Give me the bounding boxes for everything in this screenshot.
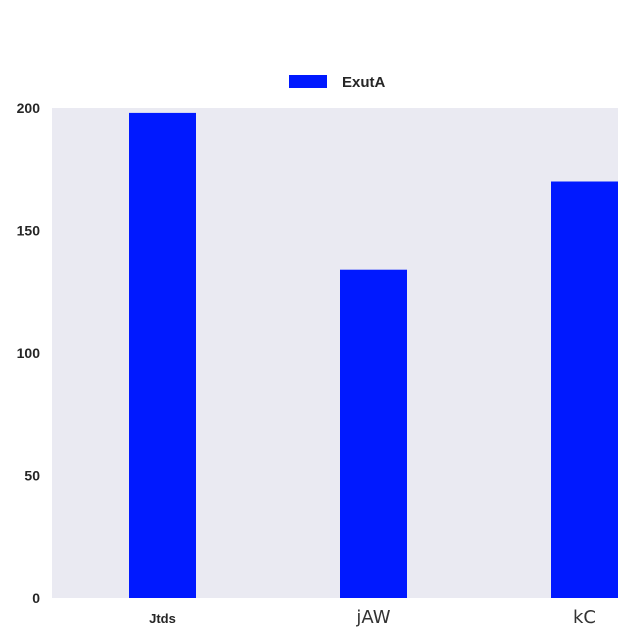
y-tick-label: 50 [24,468,40,484]
y-tick-label: 150 [17,223,41,239]
x-tick-label: jAW [355,607,390,628]
y-tick-label: 100 [17,345,41,361]
x-tick-label: kC [573,607,596,628]
bar-jAW [340,269,407,598]
bar-kC [551,181,618,598]
legend-label: ExutA [342,74,386,91]
x-axis: Jtds jAW kC [149,607,596,628]
x-tick-label: Jtds [149,611,176,626]
legend: ExutA [289,74,386,91]
y-tick-label: 0 [32,590,40,606]
bars-group [129,112,618,599]
legend-swatch [289,75,327,88]
bar-Jtds [129,112,196,599]
y-axis: 0 50 100 150 200 [17,100,41,606]
y-tick-label: 200 [17,100,41,116]
